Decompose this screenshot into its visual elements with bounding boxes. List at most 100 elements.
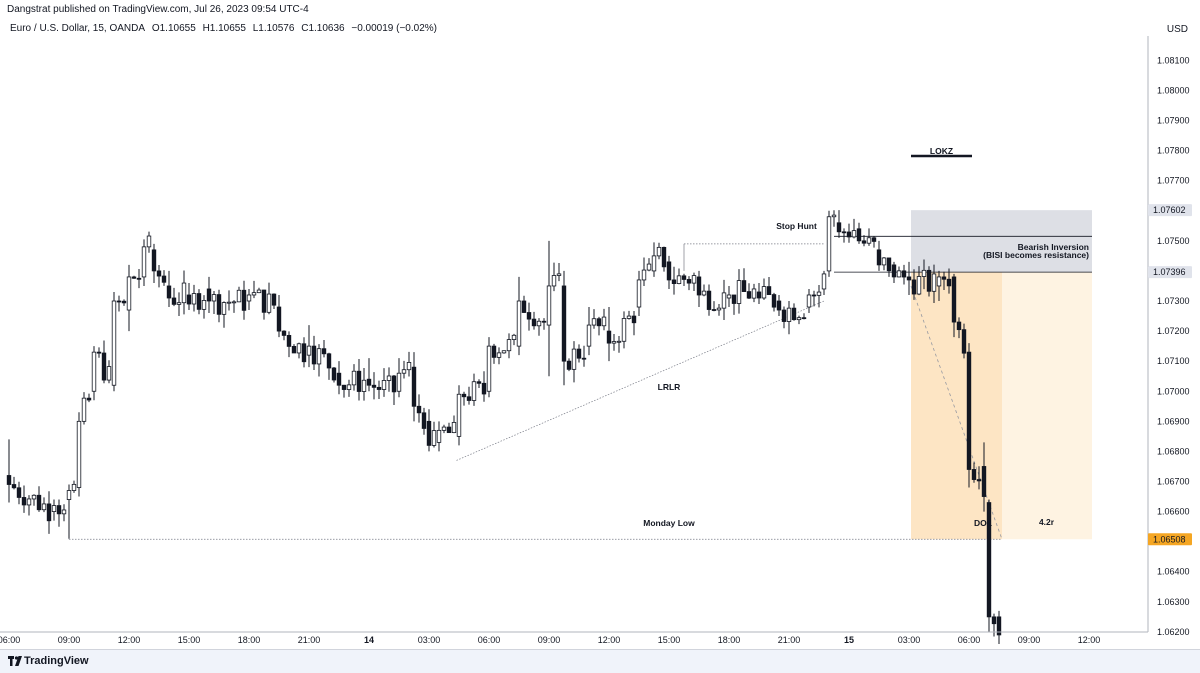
candle-body bbox=[651, 255, 657, 272]
candle bbox=[596, 316, 602, 336]
time-tick-label: 15:00 bbox=[178, 635, 201, 645]
candle-body bbox=[111, 300, 117, 386]
candle bbox=[816, 285, 822, 308]
time-tick-label: 12:00 bbox=[118, 635, 141, 645]
candle bbox=[881, 257, 887, 271]
candle-body bbox=[796, 317, 802, 321]
candle-body bbox=[451, 422, 457, 434]
candle bbox=[541, 318, 547, 330]
candle bbox=[81, 392, 87, 425]
candle-body bbox=[756, 291, 762, 299]
candle bbox=[156, 264, 162, 288]
candle-body bbox=[641, 269, 647, 281]
currency-label[interactable]: USD bbox=[1166, 24, 1188, 35]
candle-body bbox=[181, 282, 187, 304]
candle bbox=[876, 240, 882, 271]
candle bbox=[801, 313, 807, 320]
price-axis[interactable]: 1.08100 1.08000 1.07900 1.07800 1.07700 1.075… bbox=[1157, 55, 1190, 637]
candle-body bbox=[946, 278, 952, 287]
candle bbox=[11, 476, 17, 490]
candle bbox=[321, 340, 327, 358]
candle-body bbox=[726, 294, 732, 299]
candle bbox=[126, 264, 132, 332]
bearish-inversion-label: Bearish Inversion bbox=[1018, 242, 1089, 252]
footer-brand: TradingView bbox=[24, 655, 89, 667]
candle bbox=[971, 462, 977, 483]
candle bbox=[361, 367, 367, 401]
candle bbox=[96, 347, 102, 358]
candle-body bbox=[271, 293, 277, 306]
time-axis[interactable]: 06:00 09:00 12:00 15:00 18:00 21:00 14 03:00 06:… bbox=[0, 635, 1100, 645]
symbol-legend[interactable]: Euro / U.S. Dollar, 15, OANDA O1.10655 H… bbox=[10, 23, 441, 34]
candle bbox=[771, 292, 777, 312]
candle bbox=[626, 310, 632, 320]
candle-body bbox=[741, 280, 747, 292]
price-tick-label: 1.07700 bbox=[1157, 176, 1190, 186]
candle-body bbox=[391, 375, 397, 393]
candle bbox=[201, 295, 207, 319]
candle bbox=[686, 276, 692, 291]
bisi-inversion-zone bbox=[911, 210, 1092, 273]
candle bbox=[206, 276, 212, 314]
candle-body bbox=[146, 235, 152, 248]
candle-body bbox=[886, 257, 892, 272]
candle bbox=[366, 358, 372, 392]
candle bbox=[296, 342, 302, 359]
candle bbox=[836, 210, 842, 238]
time-tick-label: 18:00 bbox=[718, 635, 741, 645]
candle bbox=[746, 283, 752, 299]
candle-body bbox=[191, 293, 197, 305]
candle bbox=[886, 257, 892, 277]
candle-body bbox=[706, 290, 712, 310]
candle bbox=[176, 292, 182, 316]
candle-body bbox=[921, 269, 927, 277]
candle bbox=[656, 242, 662, 260]
published-by-text: Dangstrat published on TradingView.com, … bbox=[7, 4, 309, 15]
candle-body bbox=[566, 360, 572, 370]
candle-body bbox=[46, 503, 52, 522]
candle-body bbox=[291, 346, 297, 354]
candle bbox=[956, 317, 962, 339]
candle bbox=[66, 484, 72, 539]
candle bbox=[16, 481, 22, 505]
candle bbox=[286, 331, 292, 358]
candle bbox=[346, 379, 352, 397]
candle-body bbox=[86, 397, 92, 401]
candle bbox=[71, 480, 77, 493]
price-tag: 1.07602 bbox=[1148, 204, 1192, 217]
candle-body bbox=[581, 357, 587, 360]
candle-body bbox=[556, 273, 562, 276]
candle bbox=[211, 290, 217, 314]
candle-body bbox=[721, 292, 727, 309]
candle-body bbox=[61, 509, 67, 515]
candle bbox=[751, 283, 757, 303]
candle bbox=[401, 360, 407, 379]
candle bbox=[476, 379, 482, 388]
candle bbox=[926, 266, 932, 297]
candle-body bbox=[866, 237, 872, 244]
candle-body bbox=[616, 340, 622, 343]
candle-body bbox=[381, 380, 387, 390]
candle-body bbox=[106, 366, 112, 381]
candle bbox=[481, 371, 487, 402]
candle-body bbox=[751, 288, 757, 299]
candle bbox=[6, 439, 12, 503]
candle bbox=[871, 236, 877, 248]
candle-body bbox=[686, 279, 692, 284]
candle bbox=[666, 255, 672, 289]
time-tick-label: 14 bbox=[364, 635, 374, 645]
candle-body bbox=[691, 275, 697, 284]
candle-body bbox=[376, 386, 382, 390]
price-tag-label: 1.07602 bbox=[1153, 205, 1186, 215]
candle bbox=[386, 367, 392, 392]
candle-body bbox=[301, 343, 307, 363]
candle bbox=[76, 412, 82, 497]
price-tick-label: 1.07900 bbox=[1157, 116, 1190, 126]
candle bbox=[606, 307, 612, 362]
time-tick-label: 12:00 bbox=[598, 635, 621, 645]
candle bbox=[231, 300, 237, 313]
candle bbox=[981, 442, 987, 512]
candle-body bbox=[416, 405, 422, 414]
candle-body bbox=[6, 475, 12, 485]
